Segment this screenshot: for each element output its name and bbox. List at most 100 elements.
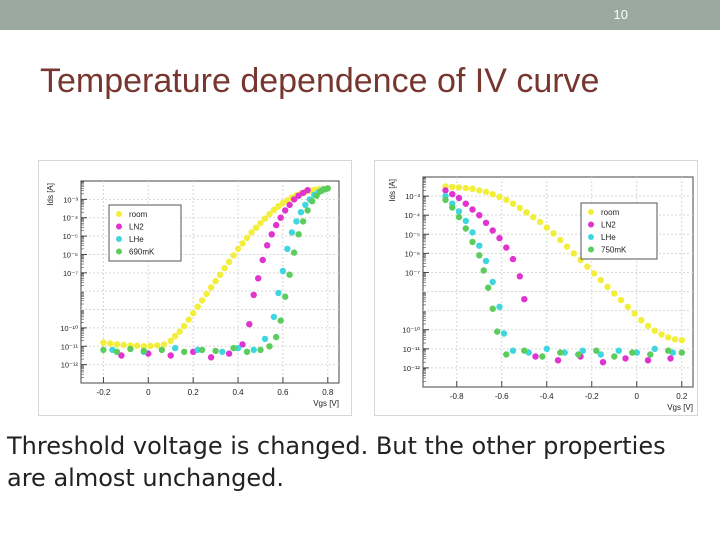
y-tick-label: 10⁻¹⁰ xyxy=(402,326,420,335)
x-tick-label: -0.2 xyxy=(585,392,599,401)
data-point xyxy=(172,344,179,352)
legend-label: 690mK xyxy=(129,248,155,257)
data-point xyxy=(509,200,517,207)
data-point xyxy=(489,191,496,198)
data-point xyxy=(257,220,264,227)
data-point xyxy=(482,188,490,196)
x-tick-label: -0.6 xyxy=(495,392,509,401)
legend-label: LN2 xyxy=(601,221,616,230)
y-tick-label: 10⁻⁷ xyxy=(63,269,78,278)
data-point xyxy=(313,192,320,199)
legend-marker xyxy=(116,248,122,255)
data-point xyxy=(234,344,242,352)
x-tick-label: -0.4 xyxy=(540,392,554,401)
data-point xyxy=(221,265,228,272)
data-point xyxy=(469,206,476,213)
data-point xyxy=(665,334,672,341)
data-point xyxy=(557,236,564,244)
data-point xyxy=(293,218,300,225)
x-tick-label: 0.8 xyxy=(322,388,334,397)
left-iv-chart: -0.2 0 0.2 0.4 0.6 0.8 10⁻¹² 10⁻¹¹ 10⁻¹⁰ 10⁻⁷ 10⁻⁶… xyxy=(46,180,340,408)
data-point xyxy=(127,345,134,353)
left-chart-panel: -0.2 0 0.2 0.4 0.6 0.8 10⁻¹² 10⁻¹¹ 10⁻¹⁰ 10⁻⁷ 10⁻⁶… xyxy=(38,160,352,416)
legend-label: LHe xyxy=(129,235,144,244)
data-point xyxy=(496,193,503,201)
data-point xyxy=(230,344,237,352)
legend-marker xyxy=(116,223,122,230)
data-point xyxy=(239,240,246,247)
data-point xyxy=(631,310,638,317)
data-point xyxy=(302,201,309,209)
data-point xyxy=(462,184,469,192)
data-point xyxy=(194,346,201,354)
data-point xyxy=(482,219,490,226)
data-point xyxy=(516,273,523,280)
data-point xyxy=(295,231,302,238)
data-point xyxy=(261,335,269,343)
data-point xyxy=(611,290,618,297)
data-point xyxy=(198,346,206,354)
y-tick-label: 10⁻³ xyxy=(405,192,420,201)
x-tick-label: 0.4 xyxy=(232,388,244,397)
x-tick-label: 0 xyxy=(635,392,640,401)
data-point xyxy=(593,347,600,354)
data-point xyxy=(266,343,273,350)
data-point xyxy=(243,348,251,355)
data-point xyxy=(489,227,496,234)
data-point xyxy=(622,355,629,362)
data-point xyxy=(185,316,192,323)
data-point xyxy=(194,303,201,310)
data-point xyxy=(270,313,278,321)
series-690mK-points xyxy=(100,185,331,355)
data-point xyxy=(113,341,121,348)
data-point xyxy=(160,341,168,348)
data-point xyxy=(140,343,147,350)
data-point xyxy=(273,221,280,229)
data-point xyxy=(482,257,490,265)
data-point xyxy=(266,210,273,218)
data-point xyxy=(277,317,284,324)
data-point xyxy=(597,351,604,358)
data-point xyxy=(154,342,161,349)
data-point xyxy=(455,184,463,191)
data-point xyxy=(678,337,685,344)
data-point xyxy=(270,206,278,214)
data-point xyxy=(449,183,456,191)
data-point xyxy=(100,346,107,354)
data-point xyxy=(250,346,257,354)
data-point xyxy=(234,245,242,253)
data-point xyxy=(462,225,469,232)
data-point xyxy=(476,212,483,219)
data-point xyxy=(615,347,622,354)
data-point xyxy=(480,267,487,274)
data-point xyxy=(212,277,219,285)
data-point xyxy=(264,242,271,249)
y-axis-title: Ids [A] xyxy=(46,183,55,206)
data-point xyxy=(469,229,476,236)
data-point xyxy=(462,217,469,225)
data-point xyxy=(268,231,275,238)
data-point xyxy=(299,218,307,225)
y-tick-label: 10⁻⁶ xyxy=(405,249,420,258)
data-point xyxy=(469,185,476,192)
data-point xyxy=(611,353,618,360)
data-point xyxy=(449,204,456,211)
data-point xyxy=(255,275,262,282)
data-point xyxy=(532,353,539,360)
data-point xyxy=(550,230,557,237)
data-point xyxy=(181,348,188,355)
x-tick-label: 0.2 xyxy=(676,392,688,401)
data-point xyxy=(665,347,672,354)
data-point xyxy=(239,341,246,348)
data-point xyxy=(455,194,463,202)
data-point xyxy=(579,347,586,354)
y-axis-title: Ids [A] xyxy=(388,179,397,202)
series-LN2-points xyxy=(118,187,311,361)
data-point xyxy=(485,284,492,291)
x-tick-label: 0.6 xyxy=(277,388,289,397)
data-point xyxy=(633,349,640,356)
data-point xyxy=(288,229,296,236)
data-point xyxy=(462,200,469,207)
data-point xyxy=(273,333,280,341)
data-point xyxy=(647,351,654,358)
